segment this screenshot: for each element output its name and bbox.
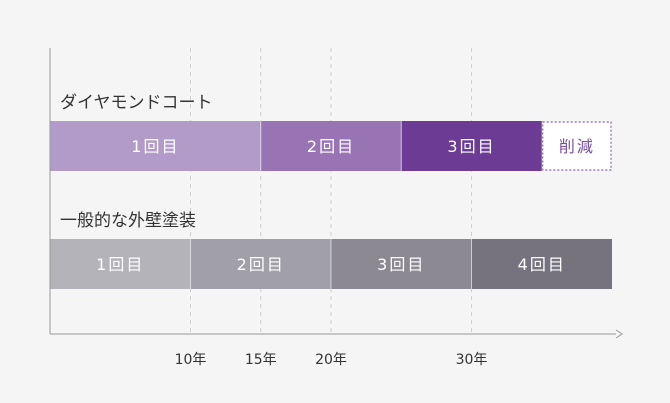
bar-segment (260, 121, 402, 171)
axes (49, 48, 623, 339)
grid-lines (190, 48, 472, 334)
x-axis-arrow-icon (615, 329, 623, 339)
bar-segment-label: 4回目 (518, 255, 566, 274)
bar-row: ダイヤモンドコート 1回目 2回目 3回目 削減 (50, 93, 612, 171)
x-tick-label: 10年 (175, 352, 207, 368)
bar-segment (50, 239, 191, 289)
bar-segment (331, 239, 472, 289)
bar-segment (190, 239, 331, 289)
bar-segment-label: 削減 (559, 137, 595, 156)
bar-segment-label: 2回目 (307, 137, 355, 156)
bar-segment (471, 239, 612, 289)
bar-segment-label: 3回目 (377, 255, 425, 274)
bar-row: 一般的な外壁塗装 1回目 2回目 3回目 4回目 (50, 210, 612, 289)
bar-segment (50, 121, 261, 171)
bar-segment-label: 3回目 (447, 137, 495, 156)
bar-segment-label: 2回目 (237, 255, 285, 274)
bar-segment-label: 1回目 (131, 137, 179, 156)
x-tick-label: 30年 (456, 352, 488, 368)
bar-segment-label: 1回目 (96, 255, 144, 274)
x-tick-label: 15年 (245, 352, 277, 368)
bar-segment (542, 121, 612, 171)
row-label: 一般的な外壁塗装 (60, 210, 196, 231)
bar-segment (401, 121, 542, 171)
x-tick-labels: 10年 15年 20年 30年 (175, 352, 488, 368)
x-tick-label: 20年 (315, 352, 347, 368)
row-label: ダイヤモンドコート (60, 93, 213, 113)
